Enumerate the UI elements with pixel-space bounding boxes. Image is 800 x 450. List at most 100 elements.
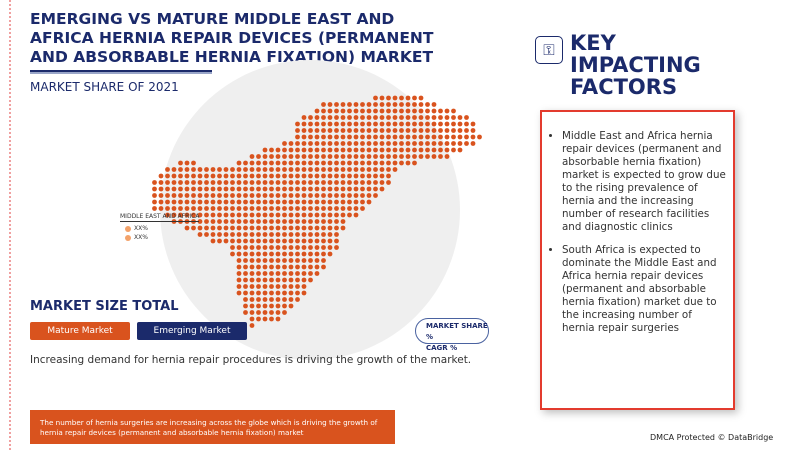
map-dot <box>353 154 359 159</box>
map-dot <box>230 219 235 224</box>
map-dot <box>464 141 469 146</box>
map-dot <box>236 245 242 250</box>
map-dot <box>158 199 164 205</box>
map-dot <box>243 297 248 302</box>
map-dot <box>451 147 456 153</box>
map-dot <box>282 238 287 244</box>
map-dot <box>340 225 346 231</box>
map-dot <box>262 160 268 166</box>
map-dot <box>269 271 274 276</box>
map-dot <box>152 206 157 211</box>
map-dot <box>438 121 443 127</box>
map-dot <box>230 212 235 218</box>
map-dot <box>269 264 274 270</box>
map-dot <box>327 147 333 153</box>
map-dot <box>288 284 294 289</box>
map-dot <box>288 147 294 153</box>
share-icon <box>125 225 131 232</box>
map-dot <box>412 115 417 120</box>
map-dot <box>243 290 248 296</box>
map-dot <box>275 154 281 159</box>
map-dot <box>301 115 307 120</box>
map-dot <box>282 173 287 179</box>
map-dot <box>347 199 352 205</box>
map-dot <box>399 95 404 101</box>
map-dot <box>379 160 385 166</box>
map-dot <box>438 134 443 140</box>
map-dot <box>288 258 294 263</box>
map-dot <box>275 219 281 224</box>
map-dot <box>282 180 287 185</box>
map-dot <box>301 225 307 231</box>
map-dot <box>249 284 255 289</box>
map-dot <box>243 258 248 263</box>
map-dot <box>360 186 365 192</box>
map-dot <box>431 147 437 153</box>
map-dot <box>301 212 307 218</box>
map-dot <box>321 128 326 133</box>
map-dot <box>360 141 365 146</box>
map-dot <box>262 206 268 211</box>
map-dot <box>464 128 469 133</box>
map-dot <box>340 128 346 133</box>
map-dot <box>184 186 190 192</box>
map-dot <box>438 108 443 114</box>
map-dot <box>249 193 255 198</box>
map-dot <box>425 108 430 114</box>
map-dot <box>373 134 378 140</box>
map-dot <box>360 167 365 172</box>
map-dot <box>262 180 268 185</box>
map-dot <box>457 121 463 127</box>
map-dot <box>301 284 307 289</box>
map-dot <box>295 264 300 270</box>
map-dot <box>392 167 398 172</box>
map-dot <box>431 128 437 133</box>
map-dot <box>191 212 196 218</box>
map-dot <box>288 186 294 192</box>
map-dot <box>256 271 261 276</box>
map-dot <box>314 141 320 146</box>
map-dot <box>178 206 183 211</box>
map-dot <box>334 186 339 192</box>
emerging-market-button[interactable]: Emerging Market <box>137 322 247 340</box>
map-dot <box>243 167 248 172</box>
subtitle: MARKET SHARE OF 2021 <box>30 80 179 94</box>
map-dot <box>308 271 313 276</box>
map-dot <box>334 225 339 231</box>
map-dot <box>431 141 437 146</box>
map-dot <box>223 232 229 237</box>
map-dot <box>366 186 372 192</box>
map-dot <box>249 238 255 244</box>
map-dot <box>308 199 313 205</box>
map-dot <box>256 245 261 250</box>
map-dot <box>262 284 268 289</box>
map-dot <box>243 173 248 179</box>
map-dot <box>262 310 268 315</box>
map-dot <box>405 134 411 140</box>
map-dot <box>236 212 242 218</box>
map-dot <box>236 264 242 270</box>
map-dot <box>249 297 255 302</box>
map-dot <box>152 193 157 198</box>
map-dot <box>321 102 326 107</box>
map-dot <box>334 115 339 120</box>
map-dot <box>457 141 463 146</box>
map-dot <box>295 121 300 127</box>
map-dot <box>399 115 404 120</box>
map-dot <box>262 173 268 179</box>
map-dot <box>262 245 268 250</box>
map-dot <box>392 141 398 146</box>
map-dot <box>275 199 281 205</box>
map-dot <box>288 219 294 224</box>
map-dot <box>275 232 281 237</box>
map-dot <box>295 297 300 302</box>
map-dot <box>269 258 274 263</box>
map-dot <box>288 199 294 205</box>
map-dot <box>321 212 326 218</box>
map-dot <box>405 160 411 166</box>
map-dot <box>295 193 300 198</box>
map-dot <box>262 297 268 302</box>
map-dot <box>230 173 235 179</box>
mature-market-button[interactable]: Mature Market <box>30 322 130 340</box>
map-dot <box>236 271 242 276</box>
